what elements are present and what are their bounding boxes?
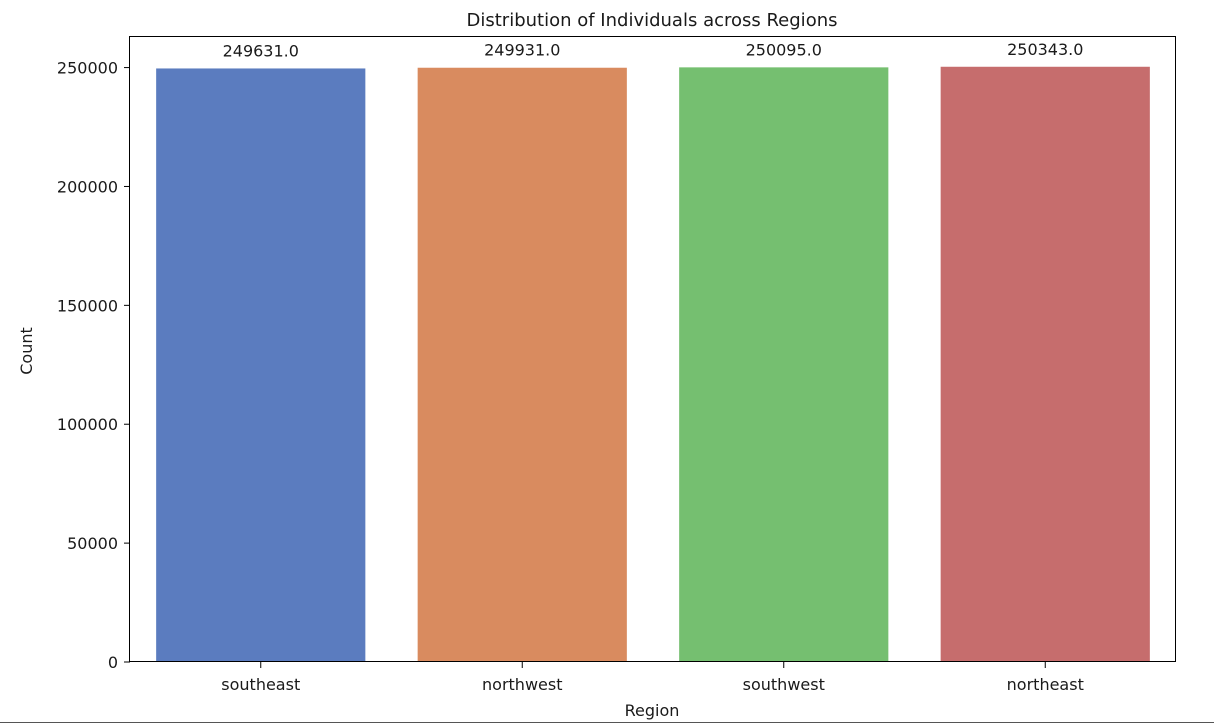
data-label-southeast: 249631.0 bbox=[223, 41, 299, 60]
x-tick-label-southwest: southwest bbox=[743, 675, 825, 694]
bar-southeast bbox=[156, 68, 366, 663]
data-label-northeast: 250343.0 bbox=[1007, 40, 1083, 59]
plot-frame bbox=[129, 36, 1176, 662]
y-tick-label: 250000 bbox=[57, 59, 118, 78]
data-label-northwest: 249931.0 bbox=[484, 41, 560, 60]
bars-layer bbox=[156, 66, 1150, 663]
y-tick-label: 50000 bbox=[67, 534, 118, 553]
bottom-divider bbox=[0, 722, 1214, 723]
y-axis: 0 50000 100000 150000 200000 250000 bbox=[57, 59, 130, 672]
y-tick-label: 200000 bbox=[57, 177, 118, 196]
bar-northwest bbox=[417, 67, 627, 663]
y-tick-label: 100000 bbox=[57, 415, 118, 434]
y-tick-label: 0 bbox=[108, 653, 118, 672]
x-axis: southeast northwest southwest northeast bbox=[221, 662, 1084, 694]
data-label-southwest: 250095.0 bbox=[746, 40, 822, 59]
bar-northeast bbox=[940, 66, 1150, 662]
data-labels-layer: 249631.0 249931.0 250095.0 250343.0 bbox=[223, 40, 1084, 61]
y-axis-label: Count bbox=[17, 327, 36, 375]
x-tick-label-southeast: southeast bbox=[221, 675, 300, 694]
chart-title: Distribution of Individuals across Regio… bbox=[467, 10, 838, 31]
x-tick-label-northeast: northeast bbox=[1007, 675, 1084, 694]
x-axis-label: Region bbox=[625, 701, 680, 720]
bar-southwest bbox=[679, 67, 889, 662]
x-tick-label-northwest: northwest bbox=[482, 675, 562, 694]
y-tick-label: 150000 bbox=[57, 296, 118, 315]
